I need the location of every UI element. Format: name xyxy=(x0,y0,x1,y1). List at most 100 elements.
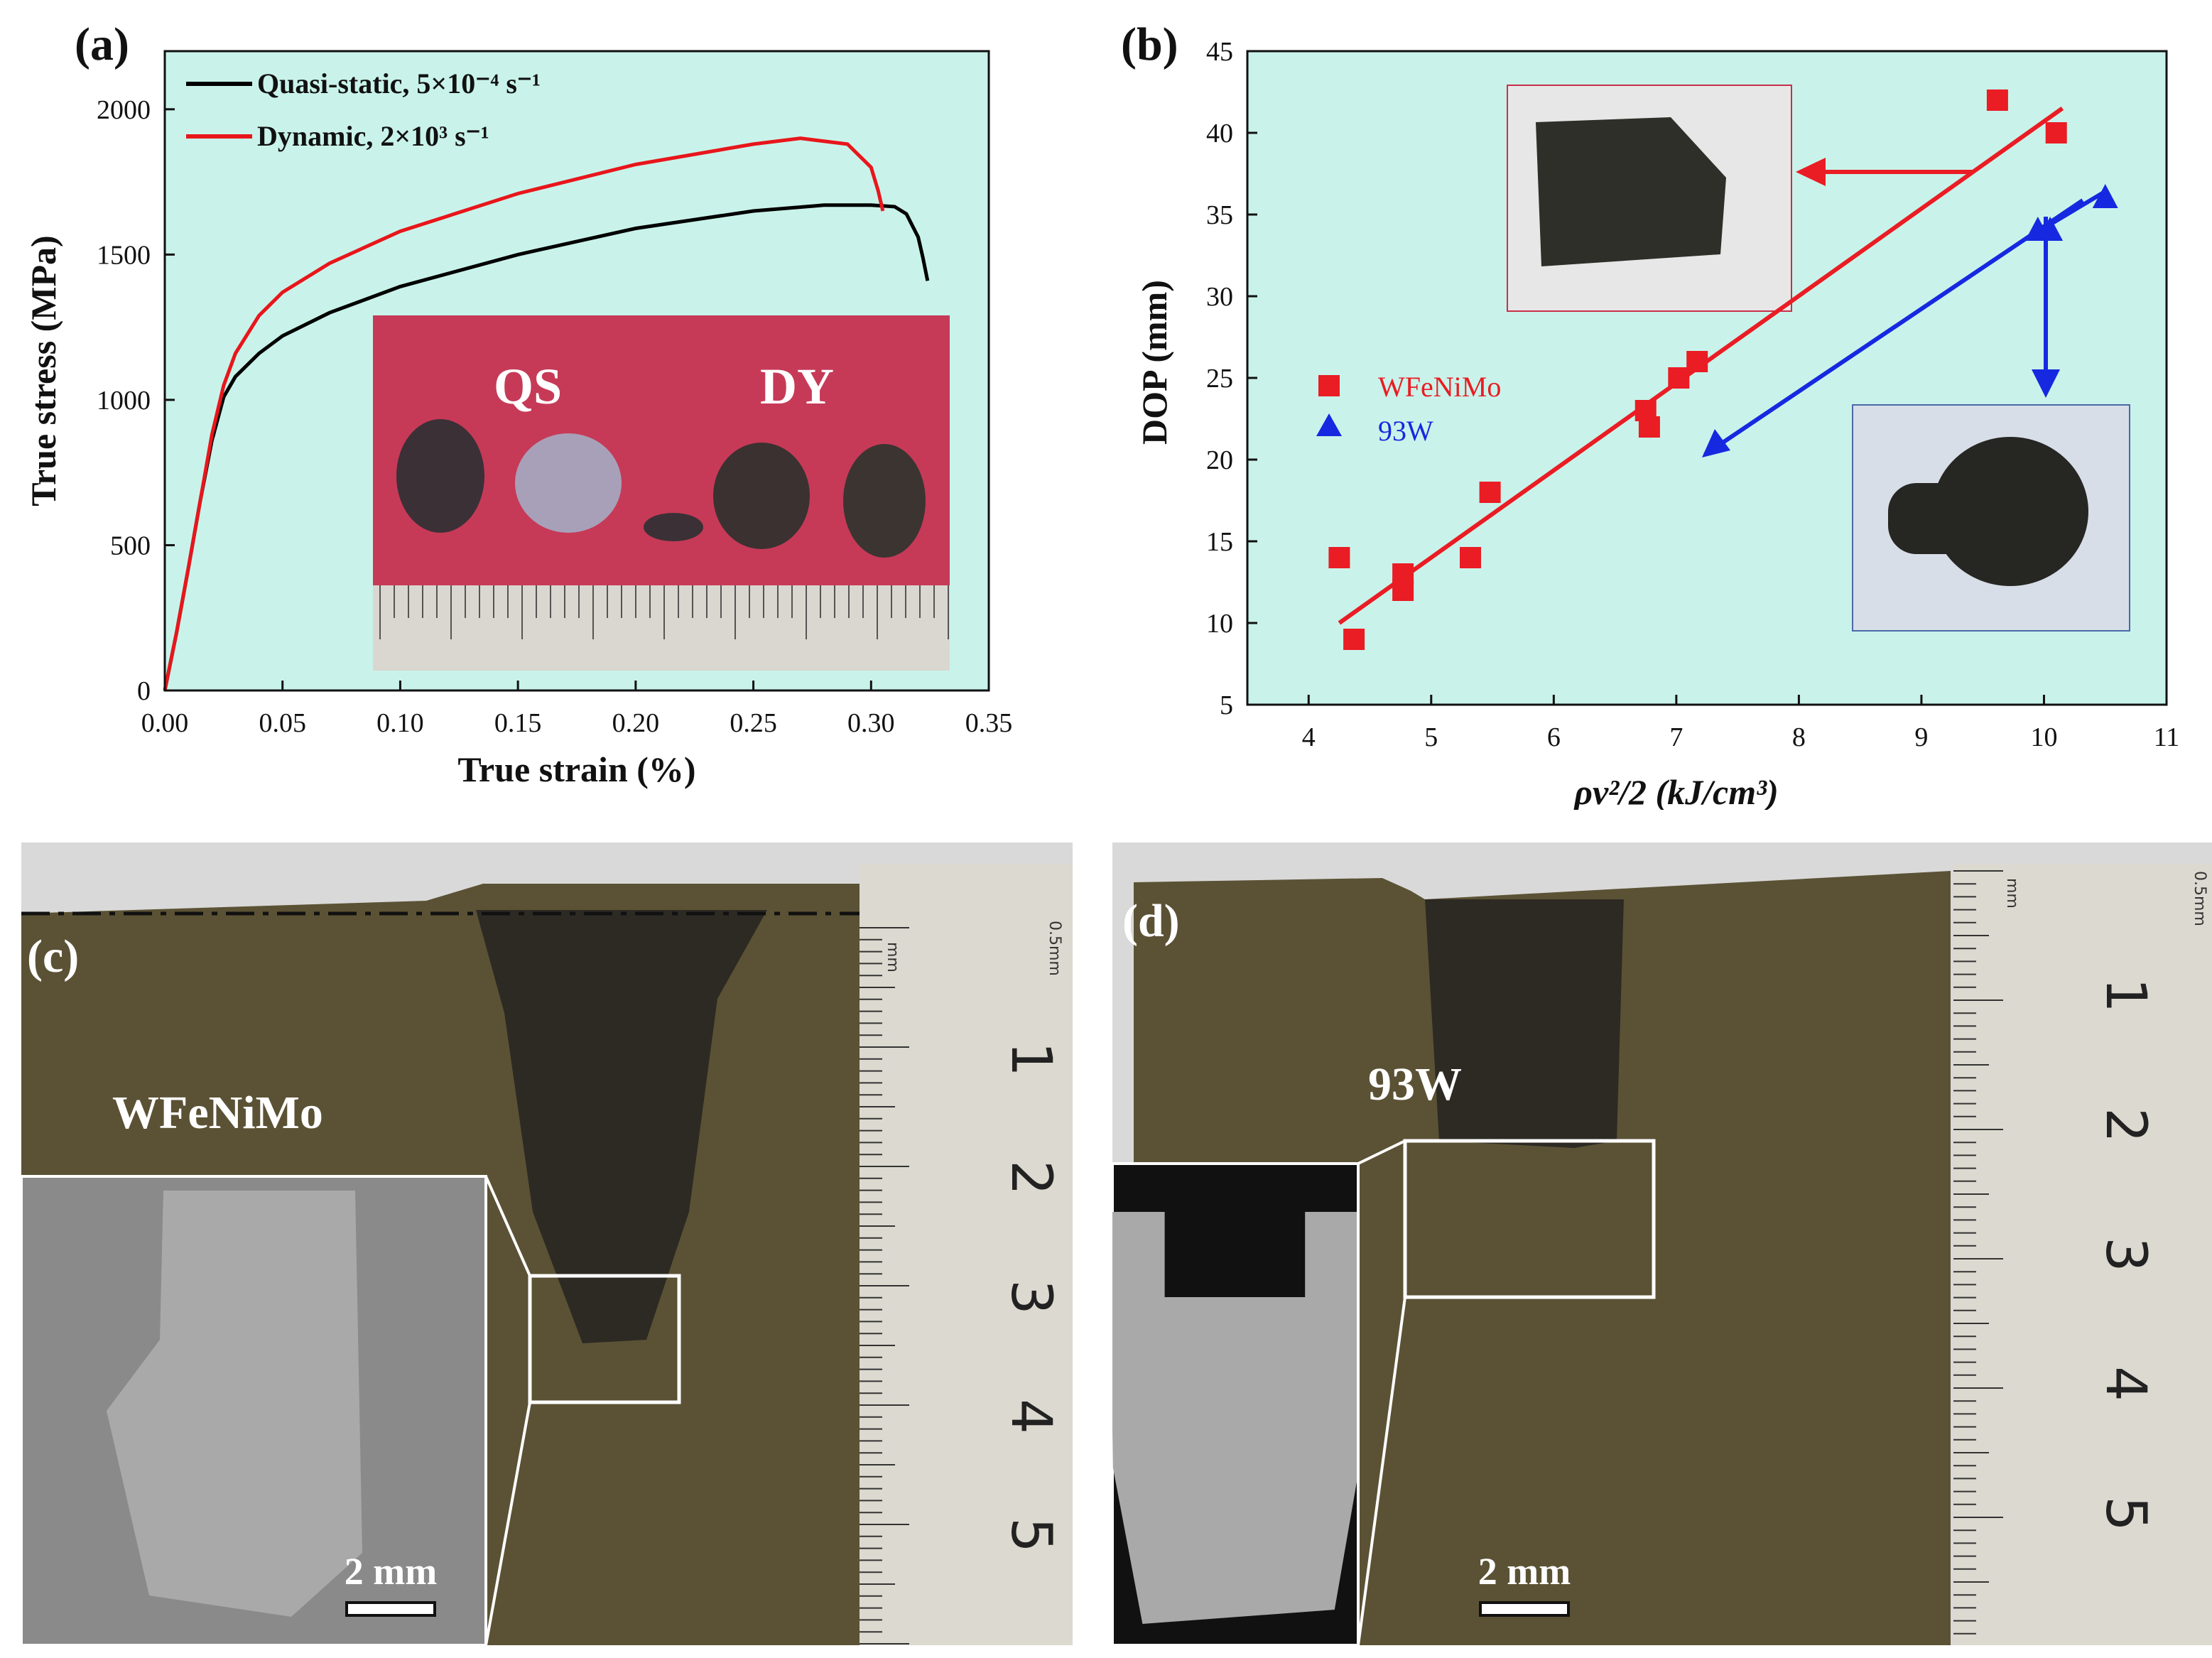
sem-projectile-d xyxy=(1112,1212,1357,1624)
x-tick-label-b: 8 xyxy=(1792,722,1806,752)
zoom-box-d xyxy=(1403,1139,1656,1299)
x-tick-label-b: 6 xyxy=(1547,722,1561,752)
plot-frame-a xyxy=(163,50,990,692)
zoom-line-d-bottom xyxy=(1357,1296,1406,1645)
arrowhead-93w-trend xyxy=(1702,429,1730,457)
data-point-0 xyxy=(1479,482,1501,503)
legend-a: Quasi-static, 5×10⁻⁴ s⁻¹ Dynamic, 2×10³ … xyxy=(186,67,541,152)
ruler-c-label-4: 4 xyxy=(999,1399,1063,1434)
ruler-c-unit: mm xyxy=(884,942,901,972)
series-line-1 xyxy=(163,136,885,691)
ruler-c-label-5: 5 xyxy=(999,1517,1063,1553)
arrowhead-93w-down xyxy=(2032,369,2060,398)
inset-label-qs: QS xyxy=(494,358,562,415)
scale-bar-label-d: 2 mm xyxy=(1478,1550,1571,1593)
panel-a-chart: QS DY 0.00 0.05 0.10 0.15 0.20 0.25 0.30 0.35 0 5… xyxy=(23,18,1012,789)
zoom-line-c-bottom xyxy=(484,1402,531,1645)
small-fragment xyxy=(644,513,703,541)
inset-photo-93w xyxy=(1852,404,2130,632)
ruler-d-note: 0.5mm xyxy=(2191,871,2208,926)
y-tick-label-a: 0 xyxy=(137,676,151,706)
panel-letter-c: (c) xyxy=(27,931,79,982)
legend-label-wfenimo: WFeNiMo xyxy=(1378,371,1501,403)
x-axis-title-a: True strain (%) xyxy=(457,749,695,789)
ruler-c-labels: 1 2 3 4 5 mm 0.5mm xyxy=(884,921,1063,1553)
panel-letter-d: (d) xyxy=(1122,895,1180,947)
scale-bar-c xyxy=(345,1601,436,1617)
arrows-b xyxy=(1702,158,2084,457)
zoom-line-c-top xyxy=(484,1176,531,1277)
ruler-c-label-2: 2 xyxy=(999,1160,1063,1196)
data-point-0 xyxy=(2045,122,2067,143)
x-tick-label-a: 0.30 xyxy=(847,708,895,738)
panel-c-photo: 1 2 3 4 5 mm 0.5mm WFeNiMo (c) 2 mm xyxy=(21,842,1073,1645)
y-axis-title-b: DOP (mm) xyxy=(1134,280,1174,445)
ruler-c-ticks xyxy=(860,927,909,1645)
inset-photo-a: QS DY xyxy=(373,315,950,671)
y-tick-label-b: 10 xyxy=(1206,609,1233,639)
legend-marker-93w xyxy=(1316,413,1342,436)
y-tick-label-a: 1500 xyxy=(97,240,151,270)
inset-photo-ruler xyxy=(373,585,950,671)
data-point-1 xyxy=(2092,184,2118,208)
qs-fragment-2 xyxy=(515,433,622,533)
data-point-0 xyxy=(1328,547,1350,568)
data-point-0 xyxy=(1343,629,1365,650)
ruler-c xyxy=(860,864,1073,1645)
ruler-d-label-1: 1 xyxy=(2093,977,2157,1013)
dy-fragment-2 xyxy=(843,444,926,558)
legend-b: WFeNiMo 93W xyxy=(1316,371,1501,447)
x-tick-label-b: 11 xyxy=(2154,722,2180,752)
x-tick-label-a: 0.15 xyxy=(494,708,542,738)
y-tick-label-b: 15 xyxy=(1206,527,1233,557)
y-tick-label-a: 500 xyxy=(110,531,151,560)
ruler-d-labels: 1 2 3 4 5 mm 0.5mm xyxy=(2003,871,2208,1532)
legend-label-dynamic: Dynamic, 2×10³ s⁻¹ xyxy=(257,120,489,152)
y-tick-label-b: 40 xyxy=(1206,119,1233,148)
ruler-d-label-4: 4 xyxy=(2093,1366,2157,1402)
ruler-c-note: 0.5mm xyxy=(1046,921,1063,976)
x-tick-label-b: 7 xyxy=(1669,722,1683,752)
scale-bar-label-c: 2 mm xyxy=(345,1550,437,1593)
inset-projectile-93w-shank xyxy=(1888,483,1973,554)
arrow-93w-trend xyxy=(1703,198,2084,457)
ruler-d-label-5: 5 xyxy=(2093,1496,2157,1532)
panel-letter-b: (b) xyxy=(1121,18,1178,70)
legend-label-quasi-static: Quasi-static, 5×10⁻⁴ s⁻¹ xyxy=(257,67,541,99)
data-point-0 xyxy=(1392,580,1414,601)
chart-a-axes: 0.00 0.05 0.10 0.15 0.20 0.25 0.30 0.35 0 500 1000… xyxy=(97,95,1012,738)
y-tick-label-b: 25 xyxy=(1206,364,1233,394)
panel-letter-a: (a) xyxy=(75,18,129,70)
arrowhead-wfenimo xyxy=(1796,158,1826,186)
data-point-0 xyxy=(1668,367,1690,389)
ruler-d-label-3: 3 xyxy=(2093,1237,2157,1272)
chart-a-series xyxy=(163,136,930,691)
x-tick-label-b: 4 xyxy=(1302,722,1316,752)
inset-projectile-wfenimo xyxy=(1536,117,1726,266)
inset-photo-wfenimo xyxy=(1507,85,1792,312)
y-tick-label-b: 35 xyxy=(1206,200,1233,230)
x-tick-label-a: 0.25 xyxy=(730,708,777,738)
ruler-c-label-1: 1 xyxy=(999,1041,1063,1077)
data-point-1 xyxy=(2037,217,2064,241)
dy-fragment-1 xyxy=(713,443,810,549)
qs-fragment-1 xyxy=(396,419,484,533)
inset-label-dy: DY xyxy=(760,358,834,415)
ruler-c-label-3: 3 xyxy=(999,1279,1063,1315)
sem-projectile-c xyxy=(107,1191,362,1617)
y-tick-label-b: 45 xyxy=(1206,37,1233,67)
ruler-d-ticks xyxy=(1953,870,2003,1635)
x-axis-title-b: ρv²/2 (kJ/cm³) xyxy=(1573,772,1779,810)
data-point-0 xyxy=(1986,90,2008,111)
material-label-c: WFeNiMo xyxy=(112,1087,323,1139)
ruler-d-unit: mm xyxy=(2003,878,2021,909)
scale-bar-d xyxy=(1479,1601,1570,1617)
data-point-0 xyxy=(1638,416,1660,438)
x-tick-label-a: 0.10 xyxy=(376,708,424,738)
x-tick-label-b: 10 xyxy=(2030,722,2057,752)
zoom-box-c xyxy=(528,1274,681,1404)
y-axis-title-a: True stress (MPa) xyxy=(23,235,63,506)
zoom-line-d-top xyxy=(1357,1139,1406,1165)
penetration-crater-d xyxy=(1425,899,1624,1148)
